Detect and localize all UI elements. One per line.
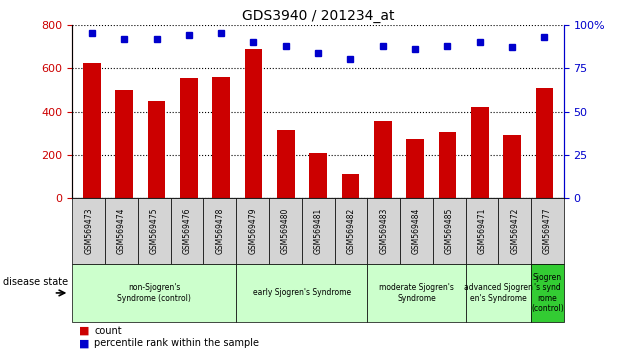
Text: Sjogren
's synd
rome
(control): Sjogren 's synd rome (control) [531, 273, 564, 313]
Text: advanced Sjogren
en's Syndrome: advanced Sjogren en's Syndrome [464, 283, 533, 303]
Bar [277, 130, 295, 198]
Bar [115, 90, 133, 198]
Text: GSM569483: GSM569483 [379, 208, 388, 254]
Text: GSM569474: GSM569474 [117, 208, 126, 254]
Bar [212, 77, 230, 198]
Text: count: count [94, 326, 122, 336]
Bar [180, 78, 198, 198]
Bar [244, 48, 262, 198]
Text: GSM569480: GSM569480 [281, 208, 290, 254]
Text: GSM569484: GSM569484 [412, 208, 421, 254]
Text: non-Sjogren's
Syndrome (control): non-Sjogren's Syndrome (control) [117, 283, 192, 303]
Bar [341, 175, 359, 198]
Text: GSM569472: GSM569472 [510, 208, 519, 254]
Text: early Sjogren's Syndrome: early Sjogren's Syndrome [253, 289, 351, 297]
Bar [503, 135, 521, 198]
Text: percentile rank within the sample: percentile rank within the sample [94, 338, 260, 348]
Text: GSM569473: GSM569473 [84, 208, 93, 254]
Bar [83, 63, 101, 198]
Text: GSM569479: GSM569479 [248, 208, 257, 254]
Bar [536, 88, 553, 198]
Bar [438, 132, 456, 198]
Text: moderate Sjogren's
Syndrome: moderate Sjogren's Syndrome [379, 283, 454, 303]
Text: GSM569482: GSM569482 [346, 208, 355, 254]
Text: ■: ■ [79, 338, 89, 348]
Text: GSM569477: GSM569477 [543, 208, 552, 254]
Bar [309, 153, 327, 198]
Bar [147, 101, 166, 198]
Text: GSM569485: GSM569485 [445, 208, 454, 254]
Text: GSM569476: GSM569476 [183, 208, 192, 254]
Bar [471, 107, 489, 198]
Text: GDS3940 / 201234_at: GDS3940 / 201234_at [242, 9, 394, 23]
Text: disease state: disease state [3, 277, 68, 287]
Bar [374, 121, 392, 198]
Text: GSM569481: GSM569481 [314, 208, 323, 254]
Text: ■: ■ [79, 326, 89, 336]
Text: GSM569471: GSM569471 [478, 208, 486, 254]
Text: GSM569475: GSM569475 [150, 208, 159, 254]
Bar [406, 139, 424, 198]
Text: GSM569478: GSM569478 [215, 208, 224, 254]
